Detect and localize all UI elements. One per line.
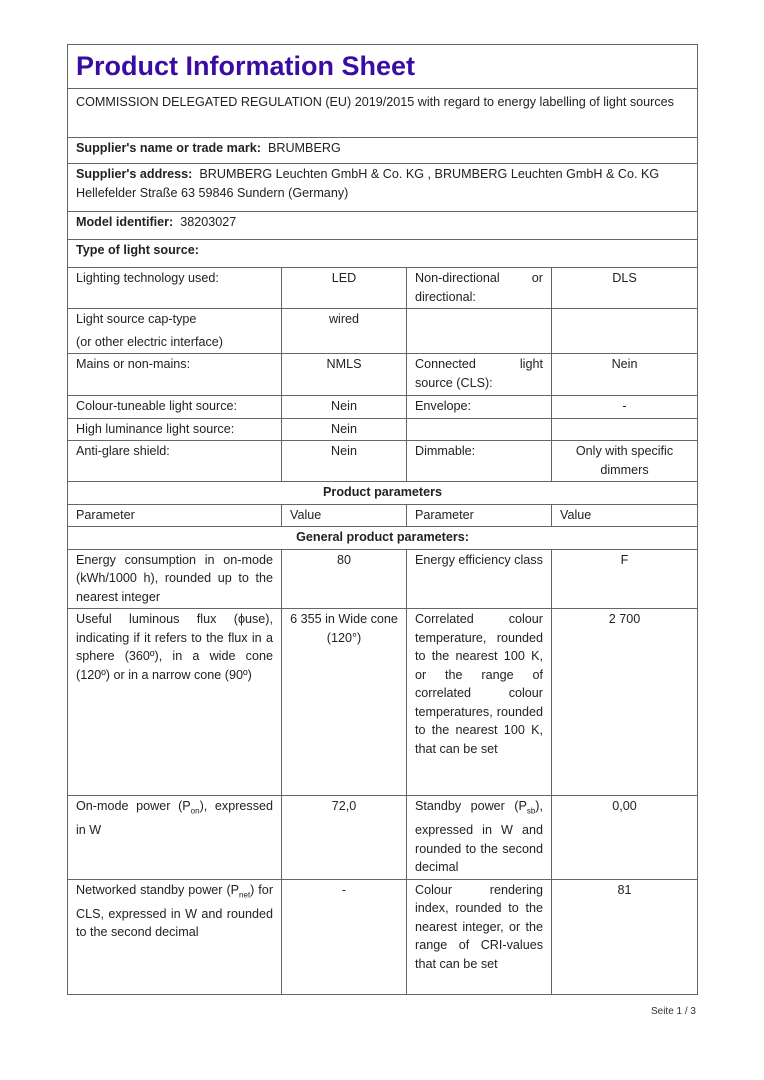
table-row: Lighting technology used: LED Non-directio… bbox=[67, 267, 699, 309]
table-row: Mains or non-mains: NMLS Connected light s… bbox=[67, 353, 699, 396]
address-row: Supplier's address: BRUMBERG Leuchten Gm… bbox=[66, 163, 699, 212]
table-row: On-mode power (Pon), expressed in W 72,0 S… bbox=[67, 795, 699, 880]
type-heading: Type of light source: bbox=[66, 239, 699, 268]
table-row: Light source cap-type (or other electric … bbox=[67, 308, 699, 354]
parameter-header-row: Parameter Value Parameter Value bbox=[67, 503, 699, 527]
table-row: Anti-glare shield: Nein Dimmable: Only with… bbox=[67, 440, 699, 482]
page-number: Seite 1 / 3 bbox=[650, 1006, 696, 1017]
regulation-text: COMMISSION DELEGATED REGULATION (EU) 201… bbox=[66, 88, 699, 138]
table-row: Useful luminous flux (ϕuse), indicating … bbox=[67, 608, 699, 796]
model-row: Model identifier: 38203027 bbox=[66, 211, 699, 240]
supplier-row: Supplier's name or trade mark: BRUMBERG bbox=[66, 137, 699, 164]
product-information-table: Product Information Sheet COMMISSION DEL… bbox=[66, 44, 699, 995]
table-row: Colour-tuneable light source: Nein Envelop… bbox=[67, 395, 699, 419]
page-title: Product Information Sheet bbox=[66, 44, 699, 89]
table-row: High luminance light source: Nein bbox=[67, 417, 699, 441]
table-row: Networked standby power (Pnet) for CLS, … bbox=[67, 878, 699, 995]
product-parameters-heading: Product parameters bbox=[66, 481, 699, 505]
table-row: Energy consumption in on-mode (kWh/1000 … bbox=[67, 548, 699, 609]
general-parameters-heading: General product parameters: bbox=[66, 526, 699, 550]
